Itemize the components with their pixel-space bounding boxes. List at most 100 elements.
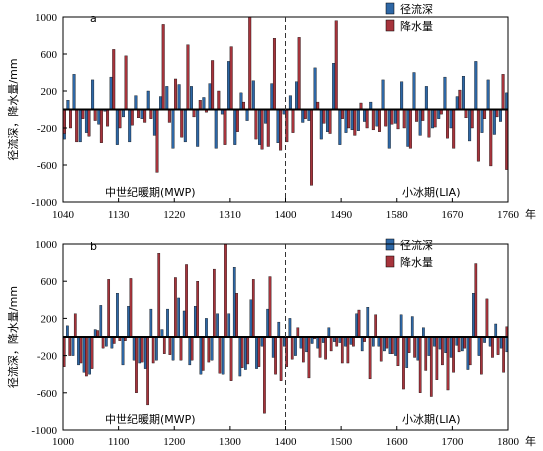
bar-precip-1490 [335,336,339,347]
bar-runoff-1250 [199,336,203,375]
bar-precip-1640 [433,109,437,128]
x-tick-label-b: 1000 [52,436,75,448]
bar-precip-1620 [407,336,411,353]
bar-precip-1140 [140,336,144,363]
bar-runoff-1650 [437,109,441,119]
bar-precip-1070 [81,109,85,119]
bar-runoff-1620 [418,109,422,136]
y-tick-label-b: 200 [41,313,58,325]
bar-runoff-1660 [427,336,431,356]
mwp-label-b: 中世纪暖期(MWP) [105,413,196,426]
bar-runoff-1700 [449,336,453,358]
bar-precip-1470 [324,336,327,360]
bar-runoff-1380 [271,336,275,358]
bar-precip-1780 [496,336,500,355]
bar-runoff-1420 [295,81,299,110]
bar-runoff-1340 [249,299,253,338]
bar-runoff-1220 [182,310,186,338]
bar-precip-1480 [334,20,338,110]
bar-runoff-1690 [461,76,465,110]
bar-precip-1200 [161,24,165,110]
bar-precip-1660 [429,336,433,397]
bar-precip-1410 [291,109,295,133]
bar-precip-1750 [501,74,505,110]
bar-precip-1310 [235,293,238,338]
bar-precip-1190 [168,336,172,355]
bar-runoff-1060 [93,329,97,338]
bar-runoff-1600 [394,336,397,356]
bar-runoff-1090 [110,336,114,349]
bar-runoff-1070 [78,109,82,143]
bar-runoff-1580 [383,336,386,352]
bar-precip-1050 [90,336,94,369]
bar-precip-1620 [421,109,425,121]
bar-runoff-1230 [188,336,192,366]
bar-runoff-1750 [499,109,502,122]
y-tick-label-a: 600 [41,49,58,61]
bar-runoff-1140 [122,109,125,118]
bar-precip-1670 [435,336,439,380]
x-tick-label-b: 1400 [275,436,298,448]
bar-runoff-1500 [344,109,348,133]
bar-runoff-1310 [227,61,231,110]
bar-runoff-1290 [214,109,218,149]
bar-runoff-1330 [239,92,243,110]
bar-runoff-1550 [375,109,379,127]
bar-runoff-1150 [143,336,147,369]
bar-runoff-1050 [88,336,91,375]
bar-runoff-1600 [406,109,410,147]
bar-runoff-1140 [138,336,142,364]
x-unit-b: 年 [525,434,536,448]
bar-runoff-1280 [208,83,212,110]
bar-runoff-1160 [149,308,153,338]
bar-runoff-1630 [410,316,414,338]
bar-runoff-1390 [277,321,281,338]
bar-precip-1730 [468,336,472,366]
bar-runoff-1020 [71,336,75,356]
bar-precip-1070 [101,336,105,349]
y-tick-label-b: -200 [37,351,58,363]
bar-precip-1080 [87,109,91,137]
legend-runoff-swatch-a [385,2,395,15]
bar-runoff-1070 [99,305,103,338]
bar-precip-1480 [329,336,333,352]
bar-precip-1500 [347,109,351,129]
bar-runoff-1720 [460,336,464,352]
y-axis-label-b: 径流深，降水量/mm [6,286,20,388]
x-tick-label-a: 1310 [219,209,242,221]
mwp-label-a: 中世纪暖期(MWP) [105,186,196,199]
bar-runoff-1370 [264,109,268,124]
bar-precip-1130 [118,109,122,129]
bar-runoff-1300 [227,313,231,338]
bar-runoff-1680 [438,336,442,350]
bar-runoff-1320 [233,109,237,145]
bar-precip-1680 [458,89,462,110]
bar-runoff-1350 [255,336,258,369]
y-tick-label-b: -1000 [31,425,57,437]
bar-precip-1560 [384,109,388,127]
bar-runoff-1570 [377,336,381,347]
bar-precip-1690 [464,109,468,119]
bar-runoff-1350 [251,80,255,110]
bar-runoff-1160 [134,95,138,110]
bar-runoff-1440 [305,336,308,353]
bar-runoff-1740 [472,293,475,338]
bar-runoff-1310 [232,267,236,338]
bar-runoff-1030 [77,336,80,366]
bar-runoff-1430 [301,109,305,123]
y-tick-label-b: 600 [41,276,58,288]
bar-precip-1170 [157,253,161,338]
bar-precip-1300 [223,109,227,145]
bar-precip-1530 [357,309,361,338]
bar-runoff-1360 [260,336,264,347]
bar-runoff-1260 [205,318,208,338]
bar-runoff-1580 [393,109,397,124]
bar-runoff-1510 [344,336,347,347]
bar-precip-1720 [483,109,487,119]
bar-precip-1030 [79,336,83,364]
bar-precip-1010 [68,336,72,356]
bar-runoff-1240 [193,306,197,338]
bar-runoff-1130 [132,336,136,361]
bar-precip-1610 [402,336,405,390]
bar-runoff-1510 [350,109,354,131]
